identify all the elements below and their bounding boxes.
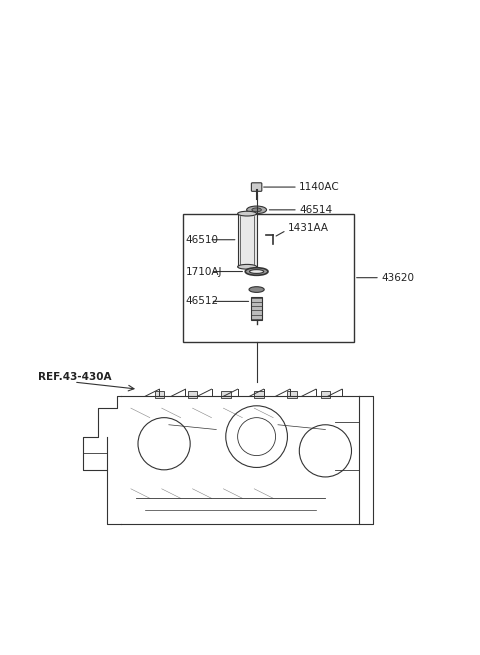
Ellipse shape (252, 208, 261, 212)
Text: 1431AA: 1431AA (288, 223, 328, 233)
Text: 43620: 43620 (382, 272, 414, 283)
FancyBboxPatch shape (252, 183, 262, 191)
Ellipse shape (238, 265, 257, 269)
Text: 1140AC: 1140AC (300, 182, 340, 192)
Bar (288, 390, 297, 398)
Ellipse shape (247, 206, 266, 214)
Ellipse shape (249, 287, 264, 292)
Bar (221, 390, 230, 398)
Ellipse shape (238, 212, 257, 216)
Ellipse shape (250, 270, 264, 273)
Bar (254, 390, 264, 398)
Bar (188, 390, 197, 398)
Text: 46510: 46510 (185, 234, 218, 245)
Bar (155, 390, 164, 398)
Text: REF.43-430A: REF.43-430A (38, 372, 112, 383)
Bar (252, 297, 262, 320)
Bar (183, 214, 354, 342)
Text: 46514: 46514 (300, 205, 333, 215)
Bar (321, 390, 330, 398)
Ellipse shape (245, 268, 268, 275)
Text: 46512: 46512 (185, 297, 218, 307)
Bar (238, 214, 257, 267)
Text: 1710AJ: 1710AJ (185, 267, 222, 276)
